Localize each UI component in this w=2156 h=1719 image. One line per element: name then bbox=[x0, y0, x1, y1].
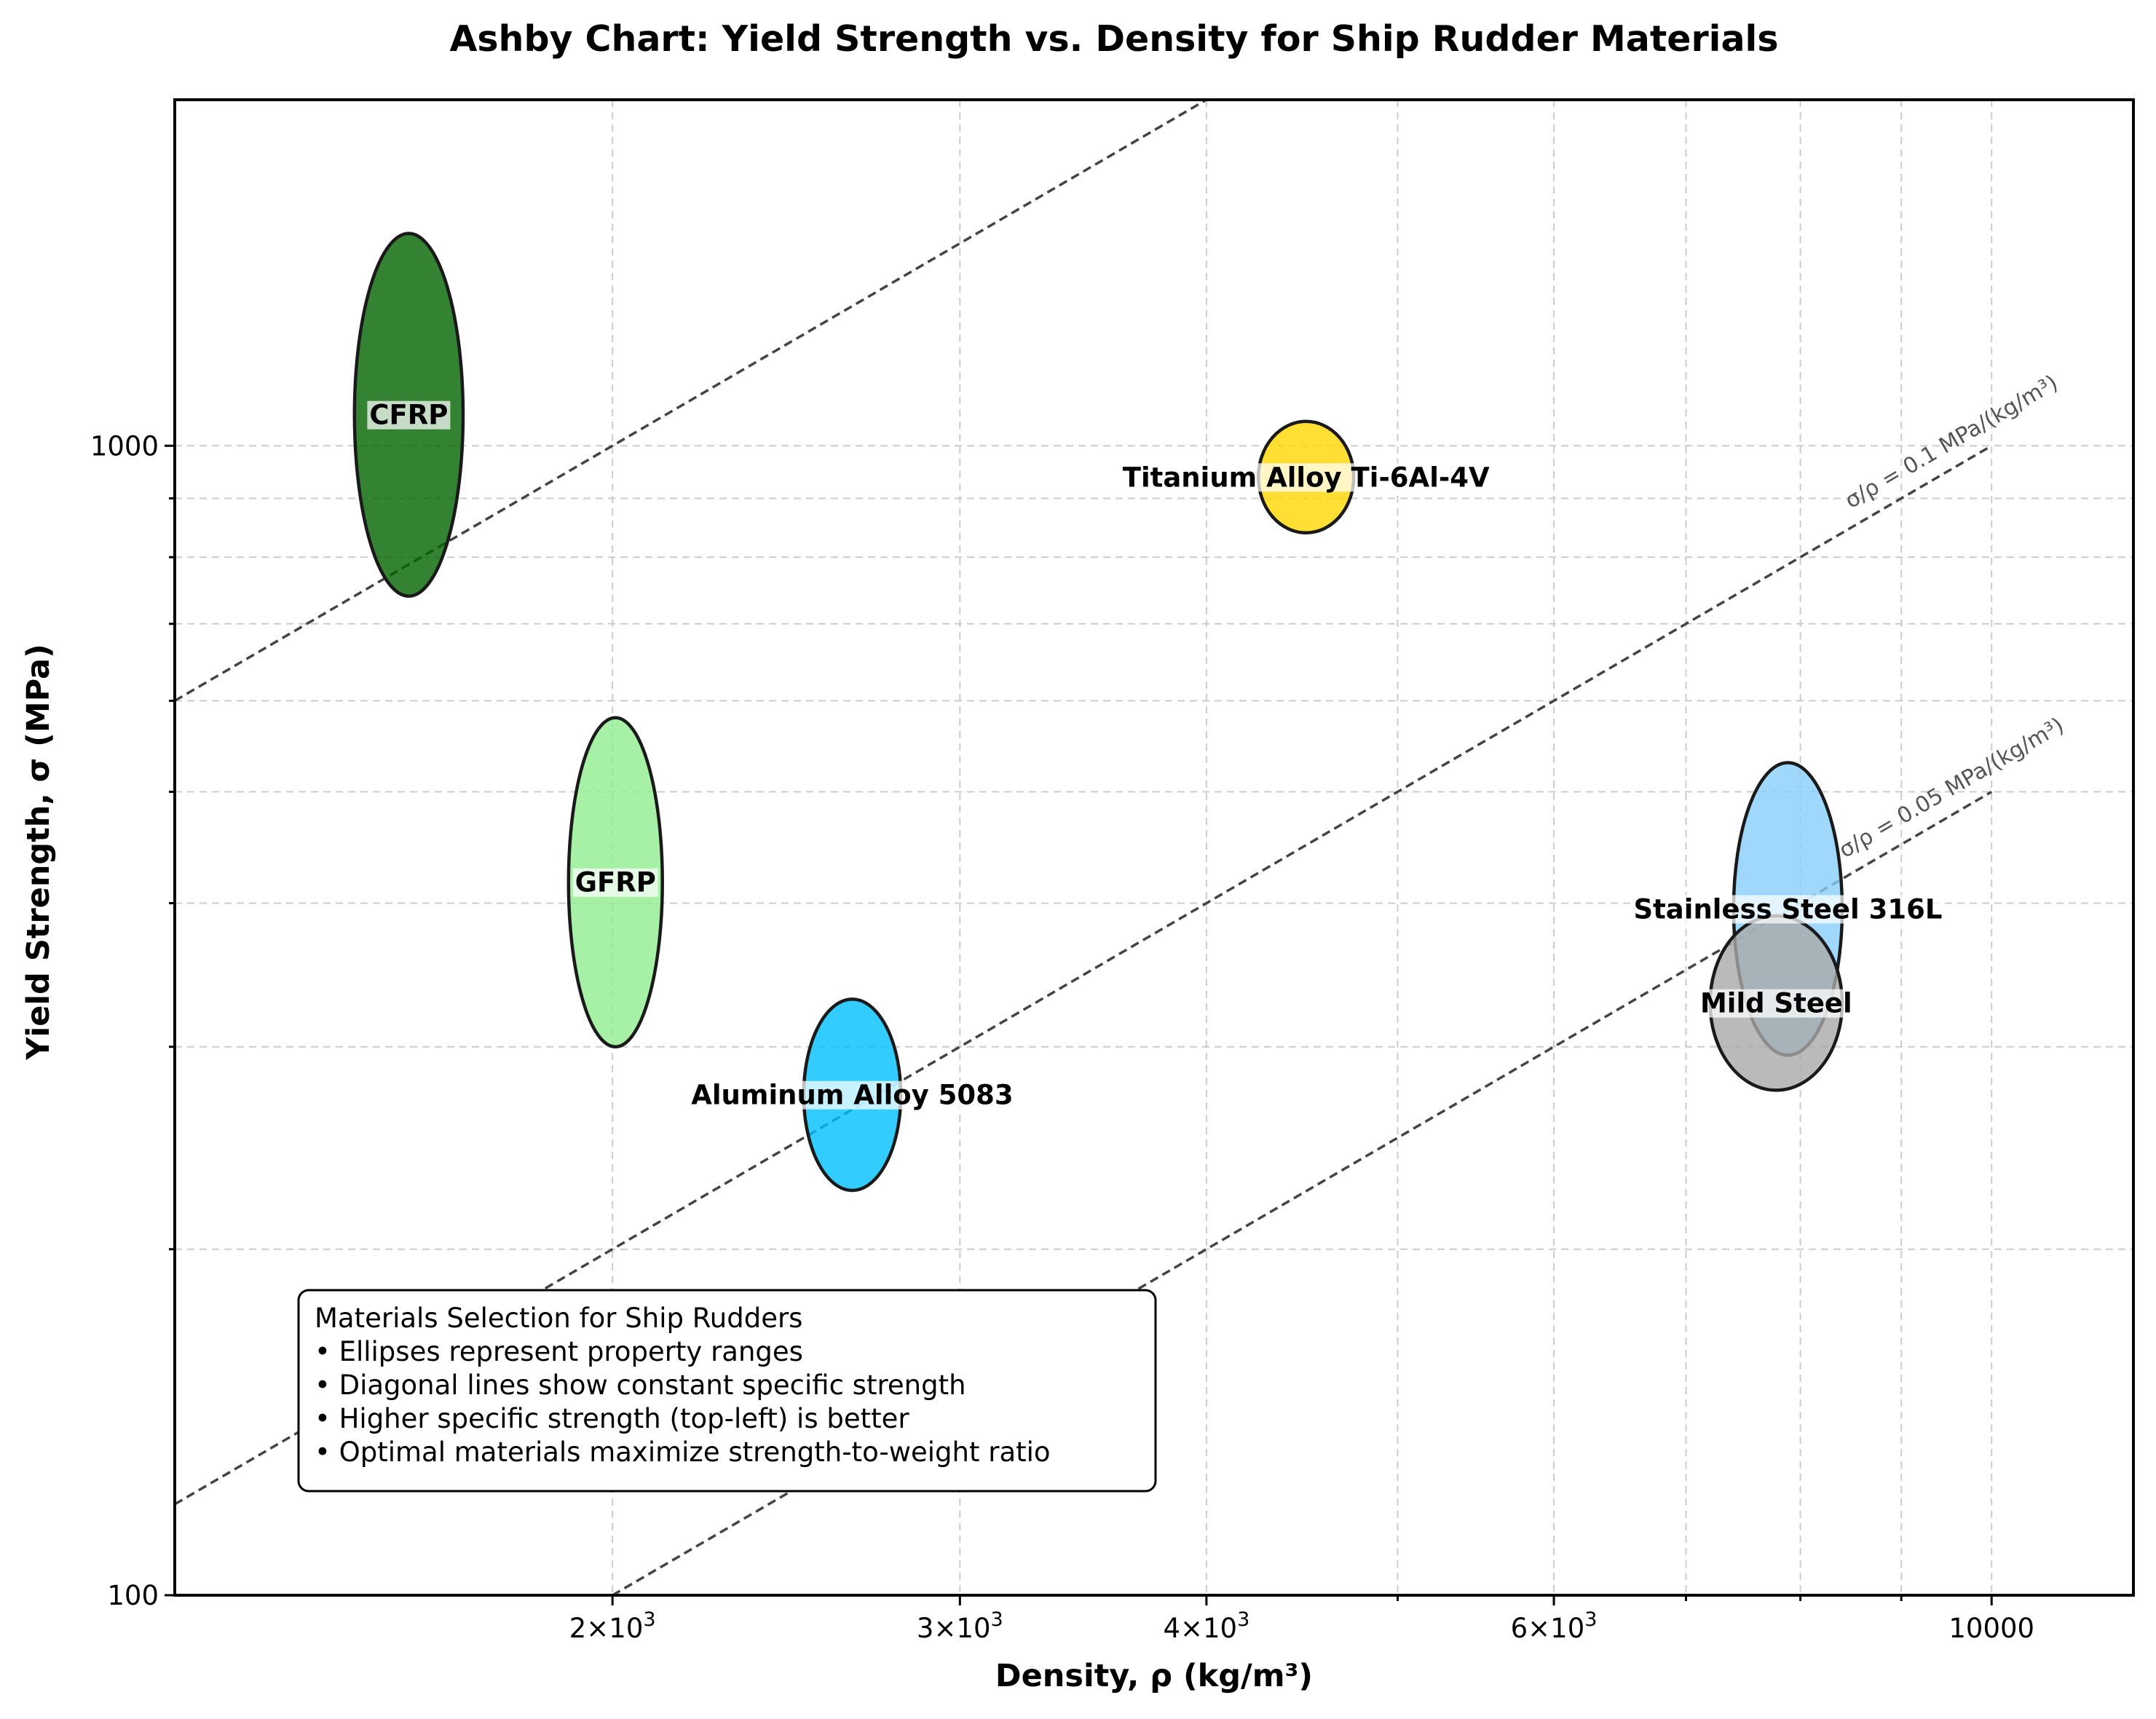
x-tick-label: 4×103 bbox=[1163, 1608, 1249, 1644]
material-label-background bbox=[572, 868, 658, 897]
annotation-line: • Ellipses represent property ranges bbox=[315, 1336, 803, 1367]
annotation-box-frame bbox=[297, 1289, 1157, 1493]
material-label: GFRP bbox=[575, 867, 656, 898]
x-axis-label: Density, ρ (kg/m³) bbox=[995, 1658, 1313, 1694]
x-tick-label: 10000 bbox=[1948, 1613, 2034, 1644]
x-tick-label: 6×103 bbox=[1511, 1608, 1598, 1644]
y-tick-label: 100 bbox=[107, 1580, 159, 1611]
material-label: Mild Steel bbox=[1700, 988, 1852, 1019]
x-tick-label: 2×103 bbox=[569, 1608, 656, 1644]
material-label: Stainless Steel 316L bbox=[1633, 893, 1942, 925]
material-label-background bbox=[1120, 463, 1492, 492]
annotation-line: • Optimal materials maximize strength-to… bbox=[315, 1437, 1051, 1468]
annotation-box: Materials Selection for Ship Rudders • E… bbox=[297, 1289, 1157, 1493]
material-label: Titanium Alloy Ti-6Al-4V bbox=[1123, 462, 1490, 493]
tick-labels: 2×103 3×103 4×103 6×103 10000 100 1000 bbox=[90, 430, 2034, 1644]
plot-frame bbox=[173, 98, 2135, 1597]
reference-line bbox=[174, 98, 1207, 703]
chart-title: Ashby Chart: Yield Strength vs. Density … bbox=[449, 18, 1778, 60]
y-axis-label: Yield Strength, σ (MPa) bbox=[20, 644, 57, 1060]
material-label-background bbox=[689, 1080, 1016, 1110]
material-label: CFRP bbox=[369, 400, 448, 431]
annotation-line: • Diagonal lines show constant specific … bbox=[315, 1370, 966, 1401]
material-label-background bbox=[1631, 895, 1945, 924]
grid bbox=[175, 100, 2133, 1595]
material-label-background bbox=[367, 400, 451, 430]
annotation-line: • Higher specific strength (top-left) is… bbox=[315, 1403, 909, 1434]
y-tick-label: 1000 bbox=[90, 430, 159, 462]
axes bbox=[165, 98, 2135, 1605]
x-tick-label: 3×103 bbox=[917, 1608, 1003, 1644]
annotation-title: Materials Selection for Ship Rudders bbox=[315, 1303, 802, 1334]
material-label-background bbox=[1697, 989, 1855, 1018]
material-label: Aluminum Alloy 5083 bbox=[691, 1080, 1013, 1111]
